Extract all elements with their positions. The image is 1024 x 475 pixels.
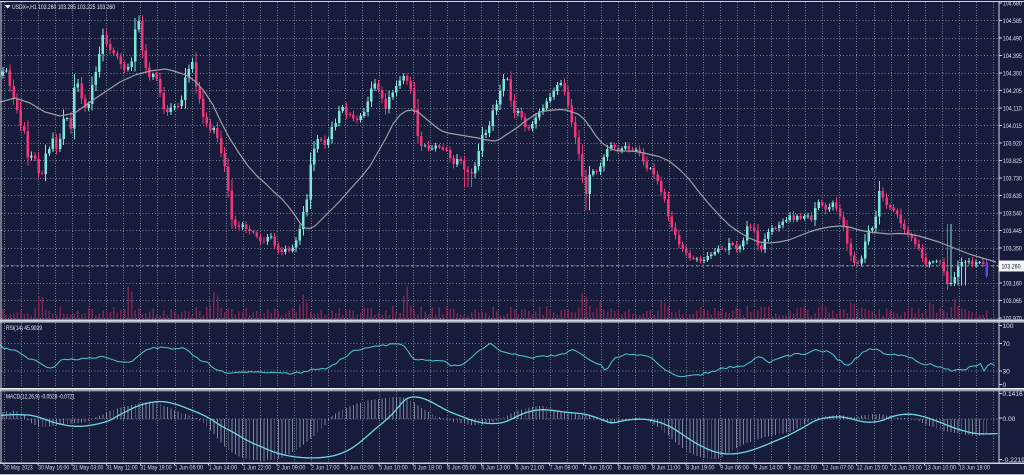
svg-text:103.160: 103.160 — [1003, 280, 1022, 287]
svg-text:0.1416: 0.1416 — [1003, 391, 1024, 398]
svg-text:104.015: 104.015 — [1003, 123, 1022, 130]
svg-text:102.970: 102.970 — [1003, 315, 1022, 322]
svg-text:100: 100 — [1003, 323, 1014, 330]
svg-text:103.730: 103.730 — [1003, 175, 1022, 182]
svg-text:31 May 11:00: 31 May 11:00 — [106, 465, 138, 472]
svg-text:6 Jun 05:00: 6 Jun 05:00 — [447, 465, 476, 472]
svg-text:5 Jun 18:00: 5 Jun 18:00 — [413, 465, 442, 472]
svg-text:104.585: 104.585 — [1003, 18, 1022, 25]
svg-text:30: 30 — [1003, 369, 1011, 376]
svg-text:104.110: 104.110 — [1003, 105, 1022, 112]
svg-text:12 Jun 07:00: 12 Jun 07:00 — [822, 465, 854, 472]
svg-text:6 Jun 13:00: 6 Jun 13:00 — [481, 465, 510, 472]
svg-text:9 Jun 14:00: 9 Jun 14:00 — [754, 465, 783, 472]
svg-text:103.635: 103.635 — [1003, 193, 1022, 200]
svg-text:103.920: 103.920 — [1003, 140, 1022, 147]
svg-text:12 Jun 23:00: 12 Jun 23:00 — [891, 465, 923, 472]
svg-text:7 Jun 08:00: 7 Jun 08:00 — [550, 465, 579, 472]
svg-text:8 Jun 03:00: 8 Jun 03:00 — [618, 465, 647, 472]
svg-text:2 Jun 17:00: 2 Jun 17:00 — [311, 465, 340, 472]
svg-text:9 Jun 06:00: 9 Jun 06:00 — [720, 465, 749, 472]
svg-text:8 Jun 11:00: 8 Jun 11:00 — [652, 465, 681, 472]
svg-text:104.300: 104.300 — [1003, 70, 1022, 77]
svg-text:7 Jun 16:00: 7 Jun 16:00 — [584, 465, 613, 472]
svg-text:104.490: 104.490 — [1003, 35, 1022, 42]
svg-text:6 Jun 21:00: 6 Jun 21:00 — [516, 465, 545, 472]
svg-text:13 Jun 10:00: 13 Jun 10:00 — [925, 465, 957, 472]
svg-text:RSI(14) 45.9029: RSI(14) 45.9029 — [6, 325, 42, 332]
svg-text:31 May 03:00: 31 May 03:00 — [72, 465, 104, 472]
svg-text:12 Jun 15:00: 12 Jun 15:00 — [857, 465, 889, 472]
svg-text:104.680: 104.680 — [1003, 0, 1022, 7]
svg-text:103.260: 103.260 — [1002, 263, 1021, 270]
svg-text:103.065: 103.065 — [1003, 298, 1022, 305]
svg-text:31 May 19:00: 31 May 19:00 — [140, 465, 172, 472]
svg-text:104.395: 104.395 — [1003, 53, 1022, 60]
svg-text:1 Jun 14:00: 1 Jun 14:00 — [209, 465, 238, 472]
svg-text:30 May 16:00: 30 May 16:00 — [38, 465, 70, 472]
svg-text:103.350: 103.350 — [1003, 245, 1022, 252]
svg-text:5 Jun 10:00: 5 Jun 10:00 — [379, 465, 408, 472]
svg-text:0.00: 0.00 — [1003, 416, 1016, 423]
svg-text:-0.2219: -0.2219 — [1003, 457, 1024, 464]
svg-text:2 Jun 09:00: 2 Jun 09:00 — [277, 465, 306, 472]
svg-text:1 Jun 22:00: 1 Jun 22:00 — [243, 465, 272, 472]
svg-text:103.825: 103.825 — [1003, 158, 1022, 165]
svg-text:MACD(12,26,9) -0.0528 -0.0721: MACD(12,26,9) -0.0528 -0.0721 — [6, 394, 75, 401]
svg-text:9 Jun 22:00: 9 Jun 22:00 — [788, 465, 817, 472]
svg-text:8 Jun 19:00: 8 Jun 19:00 — [686, 465, 715, 472]
svg-text:1 Jun 06:00: 1 Jun 06:00 — [175, 465, 204, 472]
svg-text:30 May 2023: 30 May 2023 — [4, 465, 33, 472]
svg-text:70: 70 — [1003, 341, 1011, 348]
svg-text:104.205: 104.205 — [1003, 88, 1022, 95]
svg-text:USDX=,H1 103.260 103.285 103.: USDX=,H1 103.260 103.285 103.225 103.260 — [12, 4, 115, 11]
svg-text:103.540: 103.540 — [1003, 210, 1022, 217]
svg-text:0: 0 — [1003, 382, 1007, 389]
svg-text:13 Jun 18:00: 13 Jun 18:00 — [959, 465, 991, 472]
svg-text:5 Jun 02:00: 5 Jun 02:00 — [345, 465, 374, 472]
svg-text:103.445: 103.445 — [1003, 228, 1022, 235]
